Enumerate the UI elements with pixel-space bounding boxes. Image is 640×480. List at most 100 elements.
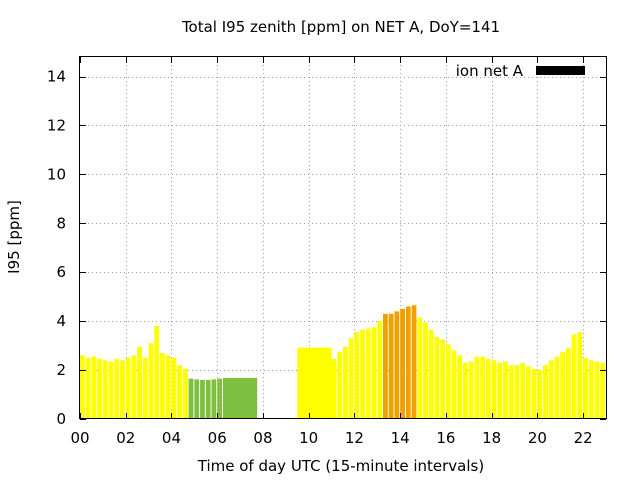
bar: [497, 362, 503, 419]
bar: [411, 305, 417, 419]
bar: [348, 338, 354, 419]
bar: [331, 359, 337, 419]
ticks: [80, 57, 606, 420]
y-tick-label: 4: [56, 312, 66, 330]
bar: [142, 357, 148, 419]
bar: [377, 321, 383, 419]
grid: [80, 57, 606, 419]
bar: [343, 346, 348, 419]
bar: [514, 365, 520, 419]
bar: [577, 332, 583, 419]
x-tick-label: 20: [528, 429, 547, 447]
bar: [451, 350, 457, 419]
bar: [588, 360, 594, 419]
bar: [463, 362, 468, 419]
x-tick-label: 06: [208, 429, 227, 447]
bar: [114, 359, 120, 419]
legend: ion net A: [456, 62, 585, 80]
x-tick-label: 04: [162, 429, 181, 447]
bar: [434, 337, 440, 419]
bar: [405, 306, 411, 419]
bar: [371, 327, 377, 419]
bar: [491, 360, 497, 419]
bar: [91, 356, 97, 419]
y-axis-label: I95 [ppm]: [5, 200, 23, 274]
bar: [417, 317, 423, 419]
bar: [102, 360, 108, 419]
x-tick-label: 12: [345, 429, 364, 447]
x-tick-label: 18: [482, 429, 501, 447]
y-tick-label: 2: [56, 361, 66, 379]
x-tick-label: 16: [436, 429, 455, 447]
legend-swatch: [536, 66, 585, 75]
bar: [154, 326, 160, 419]
bar: [137, 346, 142, 419]
bars: [80, 305, 606, 419]
bar: [440, 339, 445, 419]
bar: [217, 378, 223, 419]
x-tick-label: 10: [299, 429, 318, 447]
legend-label: ion net A: [456, 62, 524, 80]
y-tick-label: 6: [56, 263, 66, 281]
bar: [423, 322, 428, 419]
bar: [85, 357, 91, 419]
y-tick-label: 14: [47, 68, 66, 86]
bar: [474, 356, 480, 419]
bar: [543, 365, 548, 419]
bar: [194, 379, 200, 419]
bar: [120, 360, 125, 419]
bar: [148, 343, 154, 419]
bar: [200, 379, 205, 419]
y-tick-label: 12: [47, 116, 66, 134]
plot-frame: [79, 56, 607, 419]
x-tick-label: 08: [253, 429, 272, 447]
bar: [108, 361, 114, 419]
bar: [571, 334, 577, 419]
x-tick-label: 14: [391, 429, 410, 447]
bar: [508, 365, 514, 419]
bar: [97, 359, 102, 419]
bar: [428, 329, 434, 419]
bar: [365, 328, 371, 419]
x-tick-label: 22: [574, 429, 593, 447]
bar: [525, 366, 531, 419]
y-tick-label: 10: [47, 165, 66, 183]
bar: [520, 362, 526, 419]
bar: [480, 356, 486, 419]
bar: [485, 359, 491, 419]
bar: [177, 365, 182, 419]
bar: [337, 351, 343, 419]
bar: [182, 368, 188, 419]
bar: [537, 370, 543, 419]
bar: [503, 361, 508, 419]
bar: [554, 356, 560, 419]
bar: [80, 355, 85, 419]
bar: [297, 347, 332, 419]
bar: [457, 355, 463, 419]
bar: [222, 377, 258, 419]
x-axis-label: Time of day UTC (15-minute intervals): [197, 457, 484, 475]
bar: [583, 357, 588, 419]
bar: [394, 311, 400, 419]
bar: [383, 313, 388, 419]
bar: [171, 357, 177, 419]
bar: [360, 329, 365, 419]
y-tick-label: 0: [56, 410, 66, 428]
x-tick-label: 02: [116, 429, 135, 447]
bar: [560, 351, 566, 419]
y-tick-labels: 0 2 4 6 8 10 12 14: [47, 68, 66, 428]
bar: [445, 344, 451, 419]
y-tick-label: 8: [56, 214, 66, 232]
bar: [165, 355, 171, 419]
bar: [131, 355, 137, 419]
bar: [388, 313, 394, 419]
bar: [600, 362, 606, 419]
chart-title: Total I95 zenith [ppm] on NET A, DoY=141: [181, 18, 500, 36]
bar: [531, 368, 537, 419]
bar: [468, 361, 474, 419]
bar: [211, 379, 217, 419]
bar: [565, 348, 571, 419]
x-tick-label: 00: [70, 429, 89, 447]
bar: [354, 332, 360, 419]
